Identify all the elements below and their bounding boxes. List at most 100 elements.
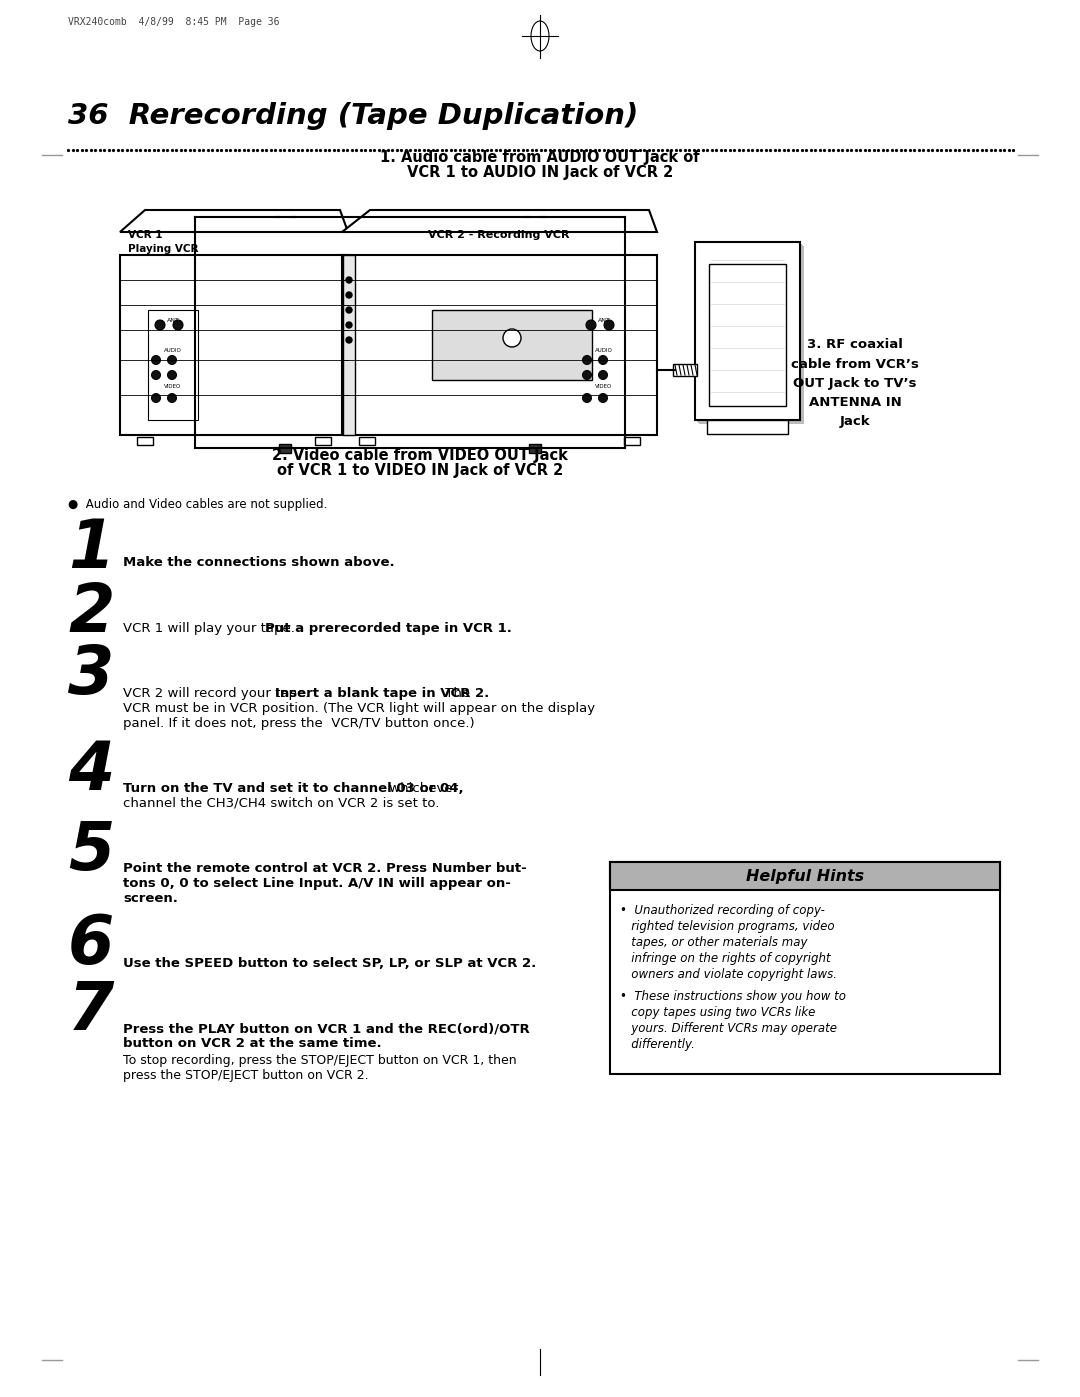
- Text: VIDEO: VIDEO: [164, 384, 181, 388]
- Text: tons 0, 0 to select Line Input. A/V IN will appear on-: tons 0, 0 to select Line Input. A/V IN w…: [123, 877, 511, 890]
- Text: 1: 1: [68, 515, 114, 583]
- Text: 3: 3: [68, 643, 114, 708]
- Bar: [529, 443, 541, 453]
- Text: 3. RF coaxial
cable from VCR’s
OUT Jack to TV’s
ANTENNA IN
Jack: 3. RF coaxial cable from VCR’s OUT Jack …: [791, 338, 919, 427]
- Circle shape: [167, 394, 176, 402]
- Text: Press the PLAY button on VCR 1 and the REC(ord)/OTR: Press the PLAY button on VCR 1 and the R…: [123, 1023, 530, 1035]
- Bar: [673, 365, 697, 376]
- Text: VCR 2 - Recording VCR: VCR 2 - Recording VCR: [429, 231, 570, 240]
- Bar: [699, 246, 804, 425]
- Text: To stop recording, press the STOP/EJECT button on VCR 1, then: To stop recording, press the STOP/EJECT …: [123, 1053, 516, 1067]
- Text: 1. Audio cable from AUDIO OUT Jack of: 1. Audio cable from AUDIO OUT Jack of: [380, 149, 700, 165]
- Text: Make the connections shown above.: Make the connections shown above.: [123, 556, 394, 569]
- Bar: [432, 310, 592, 380]
- Circle shape: [346, 307, 352, 313]
- Bar: [696, 243, 801, 420]
- Circle shape: [346, 277, 352, 284]
- Bar: [137, 437, 153, 446]
- Circle shape: [346, 337, 352, 344]
- Circle shape: [503, 330, 521, 346]
- Text: VCR 2 will record your tape.: VCR 2 will record your tape.: [123, 687, 313, 700]
- Text: yours. Different VCRs may operate: yours. Different VCRs may operate: [620, 1023, 837, 1035]
- Text: 6: 6: [68, 912, 114, 978]
- Bar: [529, 212, 541, 222]
- Text: ANT: ANT: [597, 319, 610, 323]
- Circle shape: [151, 370, 161, 380]
- Text: button on VCR 2 at the same time.: button on VCR 2 at the same time.: [123, 1037, 381, 1051]
- Circle shape: [586, 320, 596, 330]
- Text: whichever: whichever: [386, 782, 458, 795]
- Circle shape: [598, 394, 607, 402]
- Bar: [697, 244, 802, 422]
- Text: ANT: ANT: [166, 319, 179, 323]
- Text: VCR 1: VCR 1: [129, 231, 162, 240]
- Circle shape: [346, 321, 352, 328]
- Text: Playing VCR: Playing VCR: [129, 244, 199, 254]
- Text: •  These instructions show you how to: • These instructions show you how to: [620, 990, 846, 1003]
- Text: AUDIO: AUDIO: [595, 348, 613, 353]
- Text: Helpful Hints: Helpful Hints: [746, 869, 864, 883]
- Circle shape: [582, 370, 592, 380]
- Text: VCR 1 will play your tape.: VCR 1 will play your tape.: [123, 622, 299, 636]
- Text: infringe on the rights of copyright: infringe on the rights of copyright: [620, 951, 831, 965]
- Bar: [315, 437, 330, 446]
- Circle shape: [346, 292, 352, 298]
- Bar: [359, 437, 375, 446]
- Text: 4: 4: [68, 738, 114, 805]
- Bar: [279, 212, 291, 222]
- Text: ●  Audio and Video cables are not supplied.: ● Audio and Video cables are not supplie…: [68, 497, 327, 511]
- Bar: [279, 443, 291, 453]
- Text: Use the SPEED button to select SP, LP, or SLP at VCR 2.: Use the SPEED button to select SP, LP, o…: [123, 957, 537, 970]
- Bar: [696, 242, 800, 420]
- Text: Put a prerecorded tape in VCR 1.: Put a prerecorded tape in VCR 1.: [265, 622, 512, 636]
- Circle shape: [598, 370, 607, 380]
- Bar: [698, 244, 804, 423]
- Polygon shape: [120, 210, 348, 232]
- Text: of VCR 1 to VIDEO IN Jack of VCR 2: of VCR 1 to VIDEO IN Jack of VCR 2: [276, 462, 563, 478]
- Text: VCR 1 to AUDIO IN Jack of VCR 2: VCR 1 to AUDIO IN Jack of VCR 2: [407, 165, 673, 180]
- Circle shape: [598, 355, 607, 365]
- Circle shape: [167, 370, 176, 380]
- Text: •  Unauthorized recording of copy-: • Unauthorized recording of copy-: [620, 904, 825, 916]
- Text: 2: 2: [68, 580, 114, 645]
- Circle shape: [582, 355, 592, 365]
- Bar: [707, 420, 788, 434]
- Text: AUDIO: AUDIO: [164, 348, 181, 353]
- Text: 7: 7: [68, 978, 114, 1044]
- Text: Point the remote control at VCR 2. Press Number but-: Point the remote control at VCR 2. Press…: [123, 862, 527, 875]
- Bar: [342, 256, 657, 434]
- Text: Insert a blank tape in VCR 2.: Insert a blank tape in VCR 2.: [275, 687, 489, 700]
- Bar: [343, 256, 355, 434]
- Text: screen.: screen.: [123, 893, 178, 905]
- Bar: [120, 256, 348, 434]
- Circle shape: [156, 320, 165, 330]
- Text: channel the CH3/CH4 switch on VCR 2 is set to.: channel the CH3/CH4 switch on VCR 2 is s…: [123, 798, 440, 810]
- Text: VCR must be in VCR position. (The VCR light will appear on the display: VCR must be in VCR position. (The VCR li…: [123, 703, 595, 715]
- Polygon shape: [342, 210, 657, 232]
- Text: differently.: differently.: [620, 1038, 694, 1051]
- Bar: [610, 862, 1000, 890]
- Circle shape: [173, 320, 183, 330]
- Circle shape: [151, 355, 161, 365]
- Text: 36  Rerecording (Tape Duplication): 36 Rerecording (Tape Duplication): [68, 102, 638, 130]
- Bar: [610, 862, 1000, 1074]
- Circle shape: [582, 394, 592, 402]
- Circle shape: [604, 320, 615, 330]
- Text: VIDEO: VIDEO: [595, 384, 612, 388]
- Text: tapes, or other materials may: tapes, or other materials may: [620, 936, 808, 949]
- Text: The: The: [441, 687, 470, 700]
- Bar: [708, 264, 786, 407]
- Text: VRX240comb  4/8/99  8:45 PM  Page 36: VRX240comb 4/8/99 8:45 PM Page 36: [68, 17, 280, 27]
- Circle shape: [151, 394, 161, 402]
- Text: press the STOP/EJECT button on VCR 2.: press the STOP/EJECT button on VCR 2.: [123, 1069, 368, 1083]
- Text: owners and violate copyright laws.: owners and violate copyright laws.: [620, 968, 837, 981]
- Text: righted television programs, video: righted television programs, video: [620, 921, 835, 933]
- Text: 2. Video cable from VIDEO OUT Jack: 2. Video cable from VIDEO OUT Jack: [272, 448, 568, 462]
- Text: copy tapes using two VCRs like: copy tapes using two VCRs like: [620, 1006, 815, 1018]
- Bar: [624, 437, 640, 446]
- Circle shape: [167, 355, 176, 365]
- Text: 5: 5: [68, 819, 114, 884]
- Text: Turn on the TV and set it to channel 03 or 04,: Turn on the TV and set it to channel 03 …: [123, 782, 463, 795]
- Text: panel. If it does not, press the  VCR/TV button once.): panel. If it does not, press the VCR/TV …: [123, 717, 474, 731]
- Bar: [148, 310, 198, 420]
